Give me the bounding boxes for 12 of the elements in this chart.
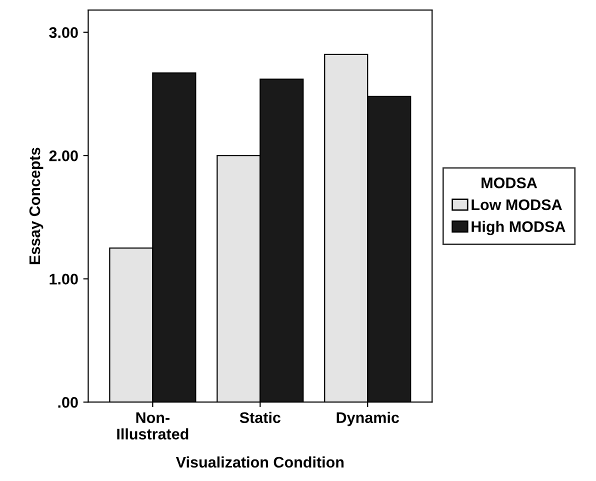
- x-tick-label: Static: [240, 412, 281, 424]
- y-tick-label: 2.00: [49, 150, 78, 162]
- x-tick-label: Dynamic: [336, 412, 400, 426]
- x-tick-label: Non- Illustrated: [117, 412, 188, 440]
- legend-title: MODSA: [482, 177, 538, 188]
- x-axis-title: Visualization Condition: [176, 456, 344, 468]
- y-tick-label: 1.00: [50, 274, 78, 285]
- y-tick-label: 3.00: [49, 27, 78, 38]
- y-axis-title: Essay Concepts: [29, 148, 44, 264]
- legend-label: High MODSA: [472, 220, 566, 236]
- legend-label: Low MODSA: [472, 199, 562, 210]
- y-tick-label: .00: [58, 396, 78, 408]
